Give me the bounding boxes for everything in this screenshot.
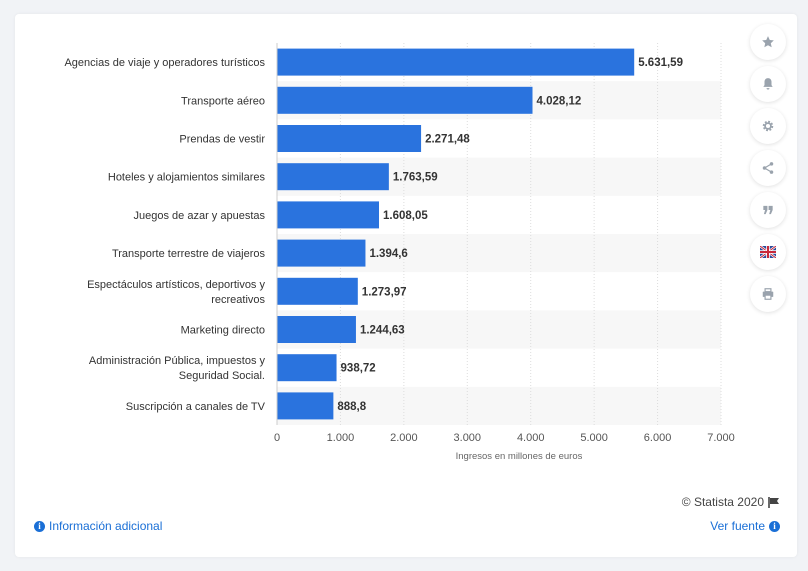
bar (277, 201, 379, 229)
favorite-button[interactable] (750, 24, 786, 60)
category-label: Agencias de viaje y operadores turístico… (64, 57, 265, 69)
category-label: Transporte aéreo (181, 95, 265, 107)
x-tick-label: 1.000 (327, 432, 355, 444)
flag-icon (768, 496, 779, 508)
x-tick-label: 3.000 (454, 432, 482, 444)
print-icon (762, 288, 774, 300)
category-label: Transporte terrestre de viajeros (112, 248, 266, 260)
settings-button[interactable] (750, 108, 786, 144)
bar (277, 239, 366, 267)
category-label: Espectáculos artísticos, deportivos y (87, 279, 265, 291)
category-label: Juegos de azar y apuestas (134, 210, 266, 222)
x-tick-label: 6.000 (644, 432, 672, 444)
bar (277, 163, 389, 191)
bar (277, 48, 635, 76)
print-button[interactable] (750, 276, 786, 312)
bell-icon (763, 78, 773, 90)
value-label: 1.763,59 (393, 172, 438, 184)
view-source-label: Ver fuente (710, 519, 765, 533)
star-icon (762, 36, 774, 48)
x-tick-label: 5.000 (580, 432, 608, 444)
value-label: 938,72 (341, 363, 376, 375)
bar (277, 125, 422, 152)
category-label: Administración Pública, impuestos y (89, 355, 266, 367)
info-icon: i (769, 520, 780, 532)
category-label: Suscripción a canales de TV (126, 401, 266, 413)
bar (277, 277, 358, 305)
bar (277, 316, 356, 343)
category-label: Prendas de vestir (179, 134, 265, 146)
value-label: 4.028,12 (536, 95, 581, 107)
gear-icon (762, 120, 774, 132)
share-icon (762, 162, 774, 174)
additional-info-link[interactable]: i Información adicional (34, 519, 162, 533)
x-tick-label: 0 (274, 432, 280, 444)
value-label: 1.394,6 (369, 248, 407, 260)
value-label: 1.244,63 (360, 325, 405, 337)
language-button[interactable] (750, 234, 786, 270)
category-label: Hoteles y alojamientos similares (108, 172, 266, 184)
share-button[interactable] (750, 150, 786, 186)
notification-button[interactable] (750, 66, 786, 102)
view-source-link[interactable]: Ver fuente i (710, 519, 780, 533)
quote-icon (763, 205, 773, 215)
row-band (277, 386, 721, 425)
credit-text: © Statista 2020 (681, 495, 764, 509)
value-label: 1.608,05 (383, 210, 428, 222)
value-label: 888,8 (337, 401, 366, 413)
x-tick-label: 2.000 (390, 432, 418, 444)
info-icon: i (34, 520, 45, 532)
category-label: Marketing directo (181, 325, 265, 337)
value-label: 2.271,48 (425, 134, 470, 146)
x-tick-label: 4.000 (517, 432, 545, 444)
statista-credit[interactable]: © Statista 2020 (682, 495, 780, 509)
x-axis-title: Ingresos en millones de euros (456, 451, 583, 462)
category-label: Seguridad Social. (179, 370, 265, 382)
value-label: 1.273,97 (362, 286, 407, 298)
value-label: 5.631,59 (638, 57, 683, 69)
cite-button[interactable] (750, 192, 786, 228)
additional-info-label: Información adicional (49, 519, 163, 533)
x-tick-label: 7.000 (707, 432, 735, 444)
category-label: recreativos (211, 294, 265, 306)
bar (277, 86, 533, 114)
bar (277, 354, 337, 382)
flag-uk-icon (760, 246, 776, 258)
bar (277, 392, 334, 420)
